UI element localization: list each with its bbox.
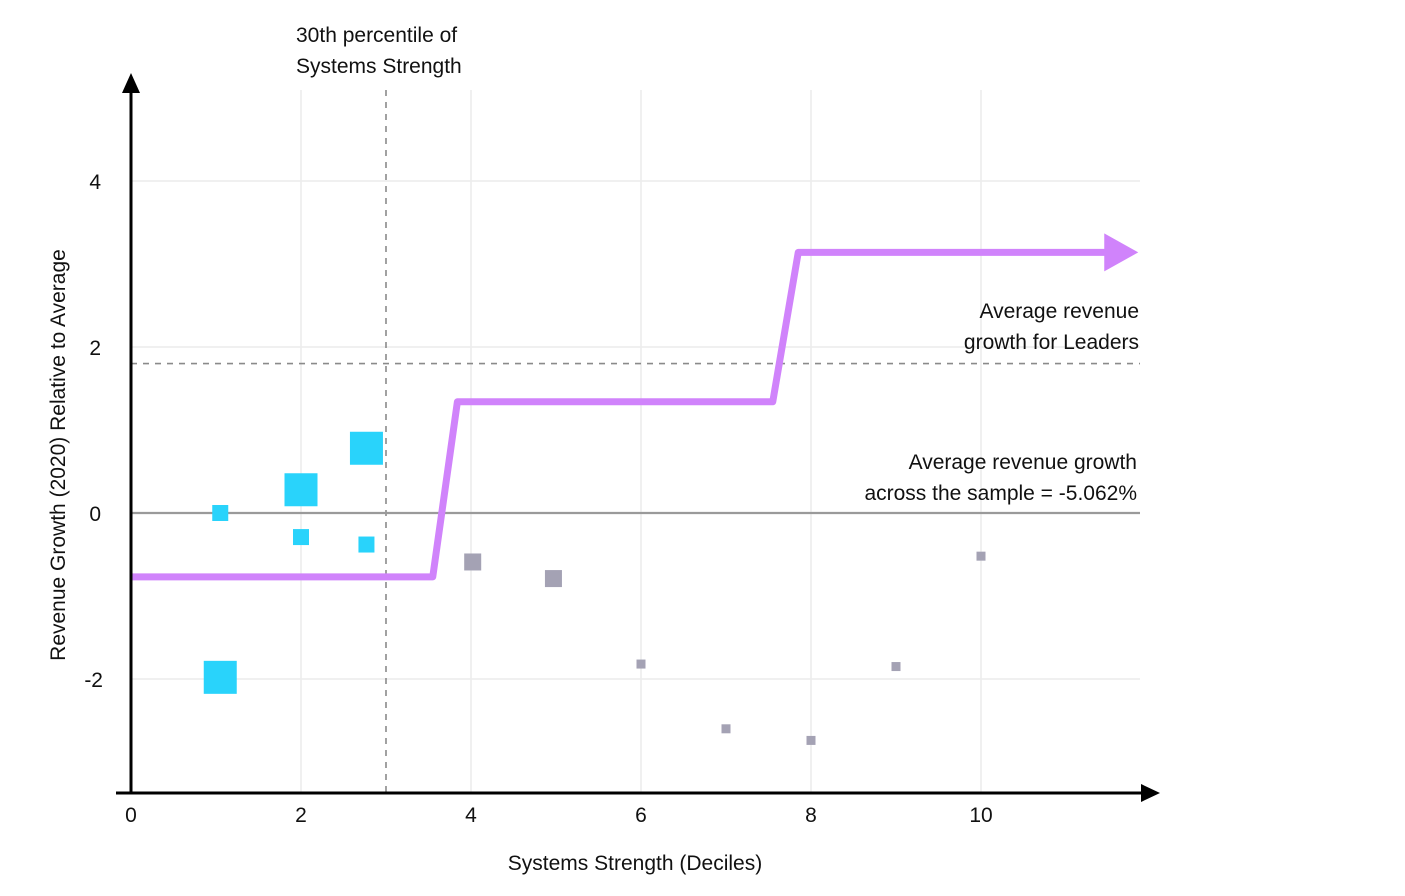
data-point-below-threshold — [284, 473, 318, 507]
y-tick-label: 4 — [89, 171, 101, 194]
percentile-annotation-line-2: Systems Strength — [296, 55, 462, 78]
x-tick-label: 2 — [295, 804, 307, 827]
percentile-annotation: 30th percentile of Systems Strength — [296, 24, 462, 78]
x-tick-label: 4 — [465, 804, 477, 827]
sample-average-annotation-line-1: Average revenue growth — [909, 451, 1137, 474]
y-axis-arrowhead — [122, 73, 140, 93]
y-tick-label: -2 — [84, 669, 103, 692]
x-axis-arrowhead — [1141, 784, 1160, 802]
data-point-below-threshold — [203, 660, 237, 694]
leaders-annotation-line-1: Average revenue — [979, 300, 1139, 323]
axes — [116, 73, 1160, 802]
leaders-annotation-line-2: growth for Leaders — [964, 331, 1139, 354]
trend-line — [131, 248, 1109, 581]
x-tick-label: 8 — [805, 804, 817, 827]
y-tick-labels: 4 2 0 -2 — [84, 171, 103, 692]
y-axis-label: Revenue Growth (2020) Relative to Averag… — [47, 249, 70, 661]
data-point-above-threshold — [464, 553, 482, 571]
gridlines — [131, 90, 1140, 793]
x-tick-labels: 0 2 4 6 8 10 — [125, 804, 993, 827]
data-point-above-threshold — [721, 724, 731, 734]
leaders-annotation: Average revenue growth for Leaders — [964, 300, 1139, 354]
data-point-above-threshold — [544, 570, 562, 588]
data-point-above-threshold — [636, 659, 646, 669]
reference-lines — [131, 90, 1140, 793]
x-tick-label: 0 — [125, 804, 137, 827]
data-point-below-threshold — [358, 536, 375, 553]
data-point-below-threshold — [349, 431, 383, 465]
sample-average-annotation-line-2: across the sample = -5.062% — [864, 482, 1137, 505]
x-axis-label: Systems Strength (Deciles) — [508, 852, 762, 875]
data-point-above-threshold — [806, 735, 816, 745]
sample-average-annotation: Average revenue growth across the sample… — [864, 451, 1137, 505]
x-tick-label: 6 — [635, 804, 647, 827]
data-point-above-threshold — [976, 551, 986, 561]
data-point-below-threshold — [212, 505, 229, 521]
scatter-points — [203, 431, 986, 745]
y-tick-label: 2 — [89, 337, 101, 360]
trend-line-group — [131, 233, 1139, 581]
trend-arrowhead — [1104, 233, 1139, 272]
x-tick-label: 10 — [969, 804, 992, 827]
data-point-below-threshold — [293, 529, 309, 546]
y-tick-label: 0 — [89, 503, 101, 526]
percentile-annotation-line-1: 30th percentile of — [296, 24, 457, 47]
data-point-above-threshold — [891, 662, 901, 672]
